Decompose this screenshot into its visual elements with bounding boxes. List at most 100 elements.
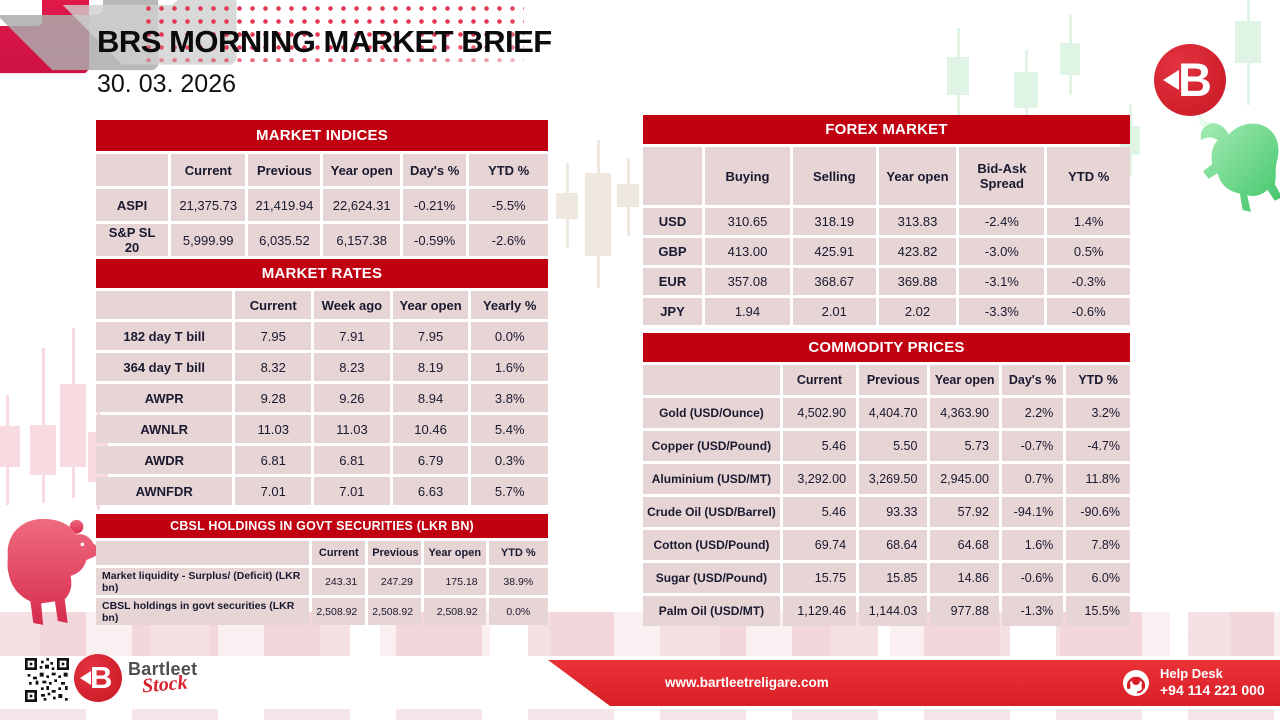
row-label: Sugar (USD/Pound) xyxy=(643,563,780,593)
commodity-prices-table: COMMODITY PRICES Current Previous Year open… xyxy=(643,333,1130,626)
cell: 318.19 xyxy=(792,208,876,235)
column-header: Day's % xyxy=(402,154,467,186)
cell: 10.46 xyxy=(392,415,469,443)
brand-name-line1: Bartleet xyxy=(128,659,198,679)
column-header: Year open xyxy=(423,541,486,565)
cell: 357.08 xyxy=(705,268,790,295)
cell: 0.0% xyxy=(488,598,548,625)
cell: 68.64 xyxy=(859,530,928,560)
cell: 2.2% xyxy=(1001,398,1064,428)
table-row: Market liquidity - Surplus/ (Deficit) (L… xyxy=(96,568,548,595)
cell: 247.29 xyxy=(368,568,421,595)
row-label: JPY xyxy=(643,298,702,325)
cell: -5.5% xyxy=(469,189,548,221)
brand-wordmark: Bartleet Stock xyxy=(128,659,198,698)
row-label: 182 day T bill xyxy=(96,322,233,350)
cell: 6.0% xyxy=(1066,563,1130,593)
arrow-left-icon xyxy=(1163,70,1179,90)
cell: -94.1% xyxy=(1001,497,1064,527)
table-row: Crude Oil (USD/Barrel) 5.46 93.33 57.92 -94.… xyxy=(643,497,1130,527)
cell: 5.46 xyxy=(782,497,857,527)
cell: 3,269.50 xyxy=(859,464,928,494)
cell: 310.65 xyxy=(705,208,790,235)
cell: 3.2% xyxy=(1066,398,1130,428)
cell: 6,035.52 xyxy=(248,224,321,256)
column-header xyxy=(96,541,310,565)
cell: 5.7% xyxy=(471,477,548,505)
candlestick-watermark xyxy=(1014,50,1038,140)
candlestick-watermark xyxy=(1060,15,1080,95)
table-row: USD 310.65 318.19 313.83 -2.4% 1.4% xyxy=(643,208,1130,235)
dots-pattern xyxy=(142,2,524,62)
candlestick-watermark xyxy=(617,158,639,236)
column-header: Year open xyxy=(878,147,957,205)
cbsl-holdings-table: CBSL HOLDINGS IN GOVT SECURITIES (LKR BN… xyxy=(96,514,548,625)
footer-website: www.bartleetreligare.com xyxy=(665,675,829,690)
table-row: 364 day T bill 8.32 8.23 8.19 1.6% xyxy=(96,353,548,381)
cell: 8.32 xyxy=(235,353,312,381)
cell: 2,508.92 xyxy=(423,598,486,625)
table-row: Cotton (USD/Pound) 69.74 68.64 64.68 1.6% 7.8… xyxy=(643,530,1130,560)
cell: 3.8% xyxy=(471,384,548,412)
cell: 0.3% xyxy=(471,446,548,474)
cell: 2.02 xyxy=(878,298,957,325)
cell: 425.91 xyxy=(792,238,876,265)
row-label: ASPI xyxy=(96,189,169,221)
column-header: YTD % xyxy=(1047,147,1130,205)
brand-logo: B xyxy=(1154,44,1226,116)
row-label: Market liquidity - Surplus/ (Deficit) (L… xyxy=(96,568,310,595)
column-header xyxy=(643,147,702,205)
table-row: Palm Oil (USD/MT) 1,129.46 1,144.03 977.88-… xyxy=(643,596,1130,626)
market-rates-table: MARKET RATES Current Week ago Year open Year… xyxy=(96,259,548,505)
brand-name-line2: Stock xyxy=(141,671,189,698)
column-header: Previous xyxy=(248,154,321,186)
cell: 368.67 xyxy=(792,268,876,295)
cell: 8.19 xyxy=(392,353,469,381)
row-label: Copper (USD/Pound) xyxy=(643,431,780,461)
cell: 7.8% xyxy=(1066,530,1130,560)
row-label: USD xyxy=(643,208,702,235)
cell: 69.74 xyxy=(782,530,857,560)
headset-icon xyxy=(1123,670,1149,696)
column-header: Selling xyxy=(792,147,876,205)
column-header xyxy=(643,365,780,395)
column-header: Buying xyxy=(705,147,790,205)
cell: 2,508.92 xyxy=(368,598,421,625)
cell: 0.5% xyxy=(1047,238,1130,265)
cell: -2.4% xyxy=(959,208,1045,235)
cell: 1,129.46 xyxy=(782,596,857,626)
table-row: AWPR 9.28 9.26 8.94 3.8% xyxy=(96,384,548,412)
cell: 6.63 xyxy=(392,477,469,505)
market-indices-table: MARKET INDICES Current Previous Year open Da… xyxy=(96,120,548,256)
cell: 0.0% xyxy=(471,322,548,350)
cell: 369.88 xyxy=(878,268,957,295)
row-label: CBSL holdings in govt securities (LKR bn… xyxy=(96,598,310,625)
table-row: CBSL holdings in govt securities (LKR bn… xyxy=(96,598,548,625)
cell: -2.6% xyxy=(469,224,548,256)
row-label: AWPR xyxy=(96,384,233,412)
cell: 6.79 xyxy=(392,446,469,474)
cell: 21,419.94 xyxy=(248,189,321,221)
cell: -90.6% xyxy=(1066,497,1130,527)
market_indices-title: MARKET INDICES xyxy=(96,120,548,151)
row-label: 364 day T bill xyxy=(96,353,233,381)
cell: -0.3% xyxy=(1047,268,1130,295)
column-header: Current xyxy=(171,154,246,186)
cell: -0.6% xyxy=(1047,298,1130,325)
cell: 8.23 xyxy=(314,353,390,381)
cell: -3.3% xyxy=(959,298,1045,325)
brand-b-glyph: B xyxy=(90,660,113,695)
footer-brand-logo: B xyxy=(74,654,122,702)
cell: 22,624.31 xyxy=(323,189,400,221)
cell: -1.3% xyxy=(1001,596,1064,626)
table-row: GBP 413.00 425.91 423.82 -3.0% 0.5% xyxy=(643,238,1130,265)
candlestick-watermark xyxy=(0,395,20,505)
column-header: Week ago xyxy=(314,291,390,319)
row-label: Gold (USD/Ounce) xyxy=(643,398,780,428)
column-header: YTD % xyxy=(488,541,548,565)
cell: 5.73 xyxy=(930,431,999,461)
commodity-title: COMMODITY PRICES xyxy=(643,333,1130,362)
cell: 38.9% xyxy=(488,568,548,595)
cell: 15.85 xyxy=(859,563,928,593)
candlestick-watermark xyxy=(556,163,578,248)
